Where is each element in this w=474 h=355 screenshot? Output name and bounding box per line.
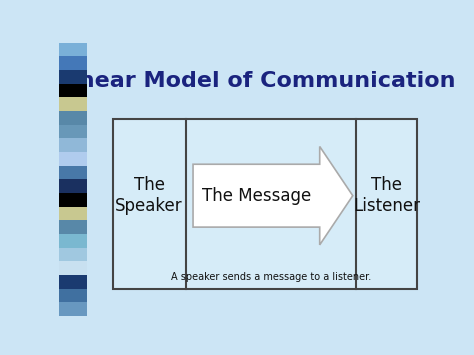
Bar bbox=[59, 179, 87, 193]
Polygon shape bbox=[193, 147, 353, 245]
Bar bbox=[59, 165, 87, 179]
Bar bbox=[59, 207, 87, 220]
Bar bbox=[59, 234, 87, 248]
Bar bbox=[59, 302, 87, 316]
Bar bbox=[59, 70, 87, 84]
Bar bbox=[59, 84, 87, 97]
Bar bbox=[59, 220, 87, 234]
Bar bbox=[59, 43, 87, 56]
Bar bbox=[59, 275, 87, 289]
Bar bbox=[59, 152, 87, 165]
Bar bbox=[59, 97, 87, 111]
Bar bbox=[59, 138, 87, 152]
Bar bbox=[59, 111, 87, 125]
Bar bbox=[59, 125, 87, 138]
Text: A speaker sends a message to a listener.: A speaker sends a message to a listener. bbox=[171, 272, 371, 282]
Text: Linear Model of Communication: Linear Model of Communication bbox=[57, 71, 456, 91]
Text: The
Speaker: The Speaker bbox=[115, 176, 183, 215]
Bar bbox=[59, 261, 87, 275]
Bar bbox=[59, 289, 87, 302]
Text: The Message: The Message bbox=[202, 187, 311, 205]
Bar bbox=[59, 56, 87, 70]
Text: The
Listener: The Listener bbox=[354, 176, 420, 215]
Bar bbox=[59, 248, 87, 261]
Bar bbox=[59, 193, 87, 207]
Bar bbox=[112, 119, 418, 289]
